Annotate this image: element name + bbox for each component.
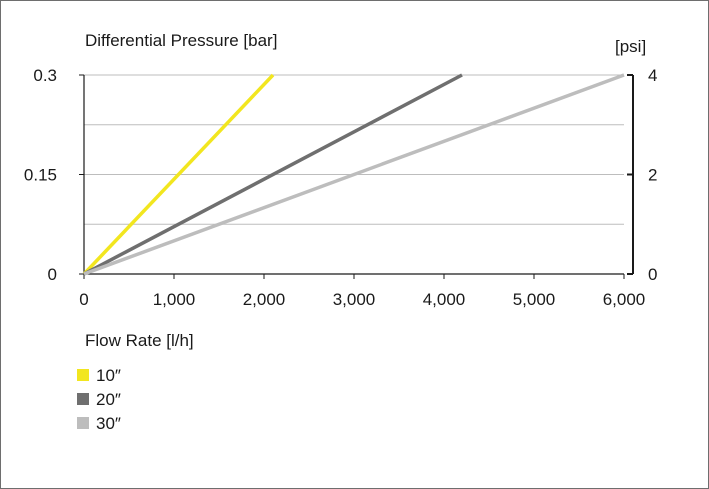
x-tick-label: 5,000 xyxy=(513,290,556,309)
legend-label: 10″ xyxy=(96,366,121,385)
tick-labels: 0 1,000 2,000 3,000 4,000 5,000 6,00000.150.30… xyxy=(24,66,658,309)
x-tick-label: 4,000 xyxy=(423,290,466,309)
series-line-3 xyxy=(83,73,625,276)
y-tick-label: 0.15 xyxy=(24,166,57,185)
legend: 10″ 20″ 30″ xyxy=(77,366,121,433)
y2-tick-label: 2 xyxy=(648,166,657,185)
y2-axis-title: [psi] xyxy=(615,37,646,56)
legend-swatch xyxy=(77,417,89,429)
y-tick-label: 0.3 xyxy=(33,66,57,85)
legend-swatch xyxy=(77,369,89,381)
y-axis-title: Differential Pressure [bar] xyxy=(85,31,277,50)
x-tick-label: 3,000 xyxy=(333,290,376,309)
data-series xyxy=(82,73,625,276)
x-tick-label: 0 xyxy=(79,290,88,309)
legend-label: 20″ xyxy=(96,390,121,409)
x-tick-label: 2,000 xyxy=(243,290,286,309)
x-tick-label: 6,000 xyxy=(603,290,646,309)
y-tick-label: 0 xyxy=(48,265,57,284)
x-tick-label: 1,000 xyxy=(153,290,196,309)
axes xyxy=(79,74,634,279)
legend-swatch xyxy=(77,393,89,405)
legend-label: 30″ xyxy=(96,414,121,433)
y2-tick-label: 0 xyxy=(648,265,657,284)
x-axis-title: Flow Rate [l/h] xyxy=(85,331,194,350)
y2-tick-label: 4 xyxy=(648,66,657,85)
series-line-2 xyxy=(83,73,463,276)
series-line-1 xyxy=(82,73,275,276)
